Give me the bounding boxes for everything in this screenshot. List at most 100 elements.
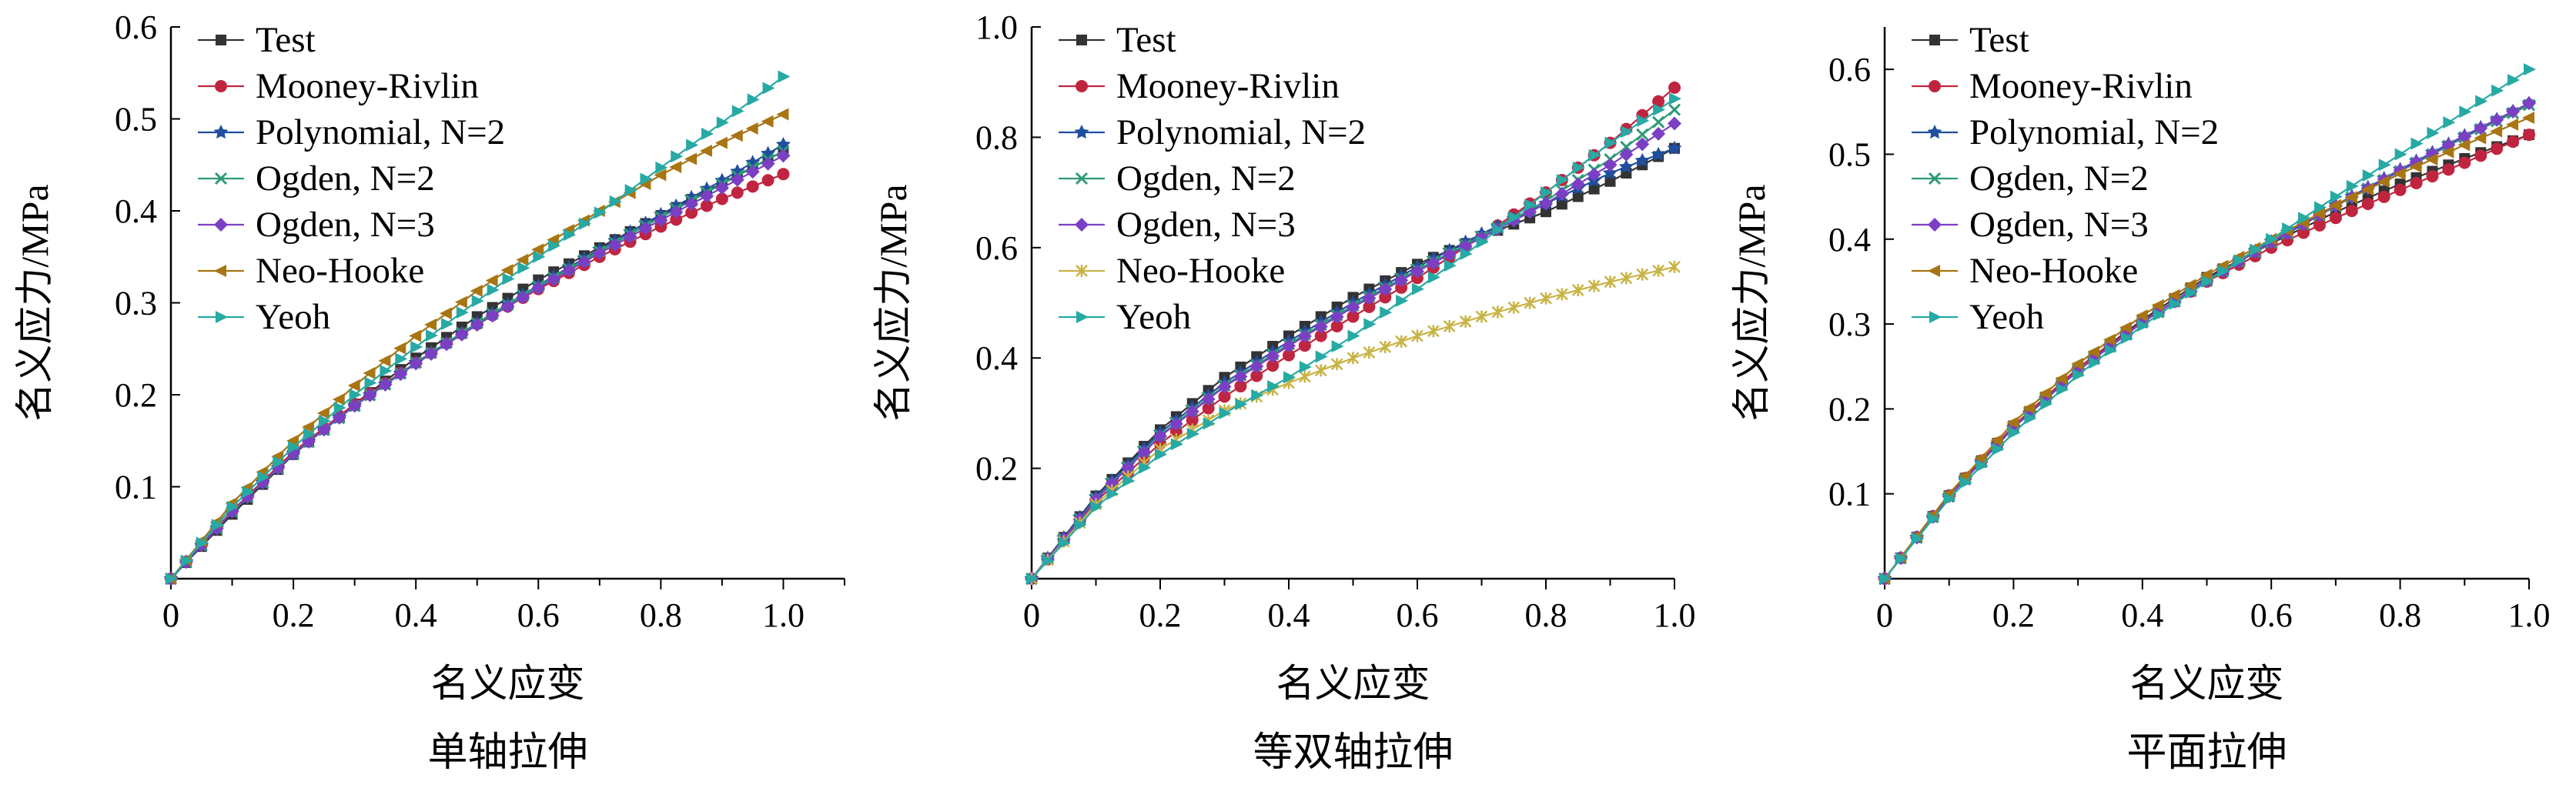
legend-label: Ogden, N=3 bbox=[1116, 205, 1296, 245]
y-tick-label: 0.2 bbox=[115, 376, 157, 414]
data-point-marker bbox=[2427, 126, 2440, 139]
data-point-marker bbox=[1202, 402, 1215, 415]
series-neo-hooke bbox=[1878, 112, 2534, 585]
x-tick-label: 1.0 bbox=[1654, 596, 1696, 634]
data-point-marker bbox=[671, 150, 684, 163]
data-point-marker bbox=[395, 352, 408, 366]
data-point-marker bbox=[2377, 175, 2390, 189]
data-point-marker bbox=[1075, 172, 1089, 185]
legend-item: Polynomial, N=2 bbox=[1912, 112, 2219, 152]
data-point-marker bbox=[485, 274, 498, 287]
data-point-marker bbox=[166, 573, 178, 585]
legend-label: Neo-Hooke bbox=[1116, 251, 1285, 291]
data-point-marker bbox=[1442, 247, 1457, 262]
data-point-marker bbox=[347, 399, 362, 413]
data-point-marker bbox=[669, 160, 682, 173]
y-axis-label: 名义应力/MPa bbox=[13, 184, 56, 421]
data-point-marker bbox=[2185, 286, 2198, 299]
data-point-marker bbox=[2377, 190, 2390, 203]
data-point-marker bbox=[2233, 254, 2246, 267]
data-point-marker bbox=[2183, 279, 2196, 292]
data-point-marker bbox=[2022, 402, 2036, 415]
data-point-marker bbox=[701, 199, 714, 212]
chart-caption: 单轴拉伸 bbox=[427, 731, 587, 775]
data-point-marker bbox=[1076, 311, 1089, 323]
data-point-marker bbox=[1668, 260, 1681, 273]
data-point-marker bbox=[700, 189, 714, 203]
legend-item: Ogden, N=2 bbox=[198, 159, 435, 199]
data-point-marker bbox=[1426, 255, 1440, 270]
data-point-marker bbox=[747, 93, 760, 106]
data-point-marker bbox=[1314, 329, 1327, 342]
data-point-marker bbox=[516, 290, 530, 305]
data-point-marker bbox=[594, 206, 607, 219]
data-point-marker bbox=[1411, 329, 1423, 342]
x-tick-label: 0.6 bbox=[1397, 596, 1439, 634]
data-point-marker bbox=[1074, 125, 1089, 139]
data-point-marker bbox=[1492, 223, 1505, 236]
data-point-marker bbox=[2491, 84, 2504, 97]
x-tick-label: 0.4 bbox=[395, 596, 437, 634]
data-point-marker bbox=[1460, 247, 1473, 260]
chart-svg: 0 0.2 0.4 0.6 0.8 1.00.10.20.30.40.50.60名义应变名… bbox=[13, 8, 845, 775]
data-point-marker bbox=[1539, 196, 1553, 211]
legend-label: Yeoh bbox=[1116, 297, 1191, 337]
y-tick-label: 0.1 bbox=[115, 469, 157, 506]
data-point-marker bbox=[1652, 115, 1665, 129]
data-point-marker bbox=[2361, 197, 2374, 210]
data-point-marker bbox=[1603, 158, 1618, 172]
data-point-marker bbox=[1315, 350, 1328, 363]
data-point-marker bbox=[211, 519, 224, 532]
legend-item: Neo-Hooke bbox=[1059, 251, 1285, 291]
data-point-marker bbox=[196, 536, 209, 549]
data-point-marker bbox=[1074, 519, 1087, 532]
data-point-marker bbox=[2120, 332, 2133, 345]
data-point-marker bbox=[1943, 492, 1956, 506]
data-point-marker bbox=[2055, 372, 2068, 385]
data-point-marker bbox=[2330, 190, 2343, 203]
data-point-marker bbox=[2442, 163, 2455, 176]
data-point-marker bbox=[1363, 318, 1377, 331]
data-point-marker bbox=[776, 149, 791, 163]
data-point-marker bbox=[215, 80, 227, 92]
data-point-marker bbox=[426, 329, 439, 342]
data-point-marker bbox=[2119, 321, 2132, 334]
data-point-marker bbox=[242, 486, 255, 499]
data-point-marker bbox=[714, 181, 729, 195]
data-point-marker bbox=[2087, 346, 2100, 359]
data-point-marker bbox=[393, 367, 408, 382]
y-tick-label: 0.6 bbox=[115, 8, 157, 46]
data-point-marker bbox=[1235, 398, 1248, 411]
series-yeoh bbox=[166, 70, 791, 585]
data-point-marker bbox=[316, 406, 330, 419]
data-point-marker bbox=[2136, 319, 2149, 332]
chart-panel-planar: 0 0.2 0.4 0.6 0.8 1.0 0.1 0.2 0.3 0.4 0.5 0.6 0 名义应变名… bbox=[1717, 0, 2575, 788]
data-point-marker bbox=[714, 172, 730, 187]
data-point-marker bbox=[684, 152, 698, 165]
data-point-marker bbox=[761, 115, 774, 128]
data-point-marker bbox=[1251, 389, 1264, 402]
data-point-marker bbox=[533, 250, 546, 263]
data-point-marker bbox=[2103, 333, 2116, 346]
data-point-marker bbox=[1604, 175, 1616, 187]
data-point-marker bbox=[424, 346, 439, 361]
data-point-marker bbox=[1444, 259, 1457, 272]
data-point-marker bbox=[640, 172, 653, 185]
legend-label: Polynomial, N=2 bbox=[1116, 112, 1366, 152]
data-point-marker bbox=[1541, 206, 1551, 218]
data-point-marker bbox=[1314, 364, 1327, 377]
data-point-marker bbox=[670, 213, 683, 226]
legend-label: Ogden, N=3 bbox=[256, 205, 435, 245]
data-point-marker bbox=[1556, 173, 1569, 186]
data-point-marker bbox=[1396, 294, 1409, 307]
legend-label: Yeoh bbox=[1969, 297, 2044, 337]
series-yeoh bbox=[1026, 92, 1681, 585]
data-point-marker bbox=[2250, 243, 2263, 256]
data-point-marker bbox=[286, 434, 299, 447]
data-point-marker bbox=[1879, 573, 1892, 585]
chart-panel-equibiaxial: 0 0.2 0.4 0.6 0.8 1.0 0.2 0.4 0.6 0.8 1.0 0 名义应变 名义应力… bbox=[858, 0, 1717, 788]
series-ogden-n-3 bbox=[164, 149, 791, 586]
data-point-marker bbox=[1929, 311, 1942, 323]
y-tick-label: 0.5 bbox=[115, 101, 157, 139]
legend-item: Ogden, N=3 bbox=[1059, 205, 1296, 245]
